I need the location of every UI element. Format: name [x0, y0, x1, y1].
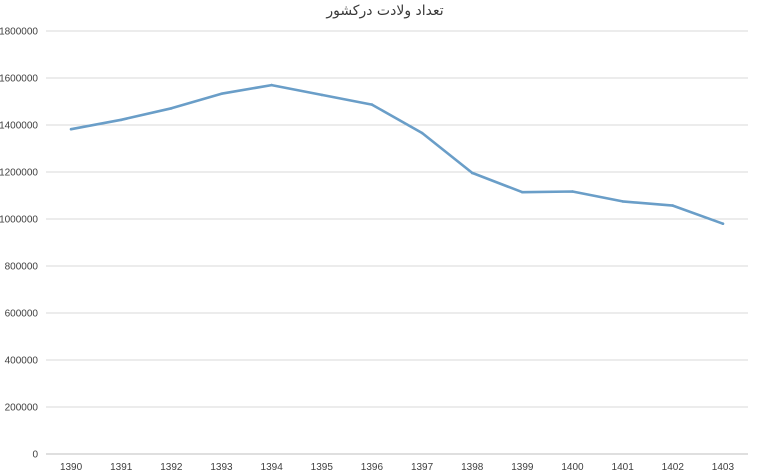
x-tick-label: 1396: [361, 462, 384, 473]
x-axis-ticks: 1390 1391 1392 1393 1394 1395 1396 1397 1398 1399…: [60, 462, 735, 473]
chart-title: تعداد ولادت درکشور: [325, 3, 443, 19]
gridlines: [46, 30, 748, 455]
y-tick-label: 1600000: [0, 74, 38, 85]
y-tick-label: 0: [32, 450, 38, 461]
y-tick-label: 1200000: [0, 168, 38, 179]
data-point: [119, 118, 123, 122]
x-tick-label: 1402: [662, 462, 685, 473]
x-tick-label: 1392: [160, 462, 183, 473]
x-tick-label: 1397: [411, 462, 434, 473]
data-point: [521, 190, 524, 194]
y-tick-label: 400000: [5, 356, 39, 367]
series-line: [69, 83, 725, 225]
data-point: [671, 204, 675, 207]
x-tick-label: 1390: [60, 462, 83, 473]
data-point: [370, 103, 374, 106]
data-point: [69, 127, 73, 131]
y-axis-ticks: 0 200000 400000 600000 800000 1000000 1200000 1…: [0, 27, 38, 461]
data-point: [721, 222, 725, 225]
data-point: [420, 131, 424, 135]
data-point: [170, 107, 173, 110]
y-tick-label: 600000: [5, 309, 39, 320]
y-tick-label: 800000: [5, 262, 39, 273]
data-point: [270, 83, 273, 87]
x-tick-label: 1401: [612, 462, 635, 473]
y-tick-label: 200000: [5, 403, 39, 414]
data-point: [571, 190, 574, 193]
y-tick-label: 1000000: [0, 215, 38, 226]
x-tick-label: 1398: [461, 462, 484, 473]
x-tick-label: 1395: [311, 462, 334, 473]
x-tick-label: 1393: [210, 462, 233, 473]
data-point: [621, 200, 624, 203]
x-tick-label: 1403: [712, 462, 735, 473]
x-tick-label: 1394: [261, 462, 284, 473]
series-layer: [69, 83, 725, 225]
data-point: [470, 171, 474, 175]
y-tick-label: 1400000: [0, 121, 38, 132]
data-point: [320, 93, 324, 97]
x-tick-label: 1400: [561, 462, 584, 473]
x-tick-label: 1399: [511, 462, 534, 473]
x-tick-label: 1391: [110, 462, 133, 473]
data-point: [220, 92, 223, 96]
y-tick-label: 1800000: [0, 27, 38, 38]
